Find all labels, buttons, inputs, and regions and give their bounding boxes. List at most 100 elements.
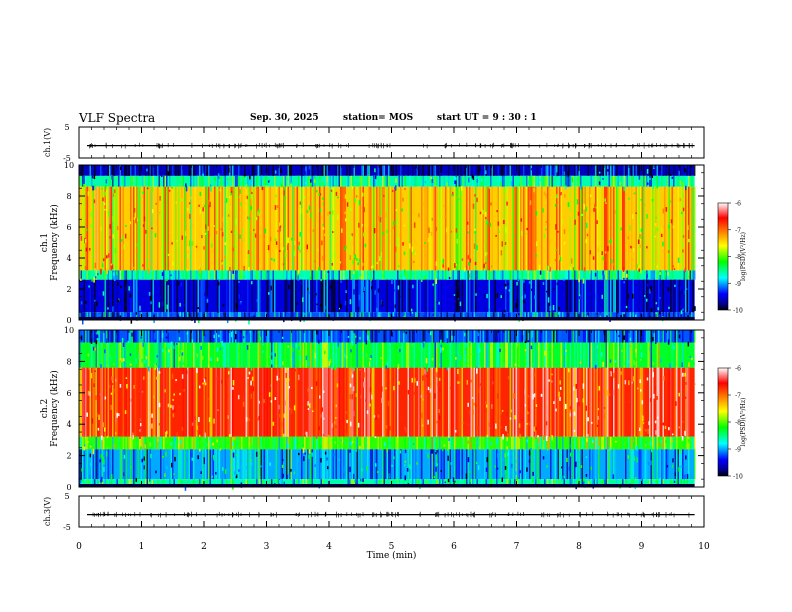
ch2-spec-speckle: [230, 331, 233, 338]
ch1-spec-speckle: [486, 220, 489, 224]
ch2-spec-streak: [205, 449, 207, 480]
ch1-spec-speckle: [246, 216, 249, 220]
ch2-spec-speckle: [659, 478, 661, 484]
ch2-spec-streak: [487, 330, 489, 343]
ch1-spec-streak: [623, 270, 625, 280]
ch1-spec-streak: [572, 270, 574, 280]
ch2-spec-streak: [293, 342, 295, 368]
ch1-spec-streak: [341, 175, 343, 187]
ch1-spec-streak: [218, 186, 220, 271]
ch2-spec-streak: [209, 367, 211, 437]
ch2-spec-streak: [326, 367, 328, 437]
ch2-spec-streak: [509, 479, 511, 487]
ch1-spec-streak: [499, 186, 501, 271]
ch1-spec-streak: [668, 165, 670, 176]
ch2-spec-streak: [628, 436, 630, 450]
ch2-spec-streak: [248, 436, 250, 450]
ch1-spec-streak: [658, 175, 660, 187]
ch1-spec-streak: [509, 270, 511, 280]
ch2-spec-streak: [196, 367, 198, 437]
ch1-spec-speckle: [500, 295, 502, 298]
ch2-spec-streak: [523, 367, 525, 437]
ch2-spec-streak: [323, 330, 325, 343]
ch2-spec-ytick-label: 10: [64, 326, 74, 335]
ch1-spec-streak: [617, 279, 619, 313]
ch1-spec-speckle: [112, 234, 115, 239]
ch2-spec-streak: [403, 479, 405, 487]
ch1-spec-speckle: [414, 252, 417, 256]
ch1-spec-streak: [646, 175, 648, 187]
ch1-spec-streak: [653, 312, 655, 320]
ch1-spec-streak: [610, 270, 612, 280]
ch2-spec-speckle: [650, 447, 653, 453]
ch1-spec-streak: [356, 186, 358, 271]
ch2-spec-streak: [536, 479, 538, 487]
ch1-spec-speckle: [685, 185, 687, 191]
ch1-spec-speckle: [457, 197, 460, 200]
ch2-spec-speckle: [196, 368, 198, 374]
ch2-spec-streak: [473, 367, 475, 437]
ch2-spec-streak: [134, 342, 136, 368]
ch2-spec-speckle: [391, 464, 393, 467]
ch2-spec-streak: [557, 367, 559, 437]
ch2-spec-speckle: [218, 334, 220, 338]
ch2-spec-streak: [425, 436, 427, 450]
ch2-spec-streak: [506, 449, 508, 480]
ch1-spec-speckle: [476, 178, 479, 183]
ch2-spec-streak: [349, 479, 351, 487]
ch1-spec-speckle: [246, 195, 249, 200]
ch2-spec-streak: [226, 479, 228, 487]
ch2-spec-streak: [209, 436, 211, 450]
ch2-spec-speckle: [141, 458, 143, 463]
ch1-spec-speckle: [282, 247, 284, 251]
ch2-spec-speckle: [232, 380, 235, 386]
ch2-spec-speckle: [386, 447, 388, 453]
ch1-spec-streak: [362, 186, 364, 271]
ch1-spec-speckle: [94, 299, 96, 302]
ch2-spec-streak: [410, 449, 412, 480]
ch1-spec-streak: [563, 165, 565, 176]
ch1-spec-speckle: [571, 267, 574, 272]
ch1-spec-speckle: [239, 189, 241, 194]
ch1-spec-streak: [266, 270, 268, 280]
ch1-spec-speckle: [102, 197, 104, 202]
ch2-spec-streak: [512, 449, 514, 480]
ch1-spec-speckle: [392, 226, 394, 229]
ch1-spec-streak: [289, 270, 291, 280]
ch1-spec-speckle: [612, 262, 614, 266]
ch2-spec-speckle: [143, 360, 146, 364]
ch2-spec-speckle: [221, 380, 223, 384]
ch1-spec-streak: [472, 165, 474, 176]
ch2-spec-speckle: [495, 423, 497, 429]
ch1-spec-speckle: [247, 250, 250, 254]
ch2-spec-streak: [545, 330, 547, 343]
ch1-spec-speckle: [299, 249, 301, 253]
ch2-spec-streak: [598, 330, 600, 343]
ch1-spec-streak: [191, 165, 193, 176]
ch2-spec-streak: [448, 479, 450, 487]
ch1-spec-streak: [307, 175, 309, 187]
ch2-spec-speckle: [514, 363, 517, 366]
ch2-spec-speckle: [86, 412, 88, 417]
ch1-spec-streak: [487, 270, 489, 280]
ch2-spec-streak: [266, 342, 268, 368]
ch1-spec-streak: [484, 165, 486, 176]
ch2-spec-speckle: [278, 378, 281, 381]
ch2-spec-streak: [611, 342, 613, 368]
ch2-spec-streak: [529, 342, 531, 368]
ch1-spec-speckle: [402, 197, 404, 202]
ch2-spec-streak: [278, 436, 280, 450]
ch1-spec-streak: [314, 186, 316, 271]
ch2-spec-streak: [199, 342, 201, 368]
ch2-spec-speckle: [369, 387, 372, 392]
ch1-spec-streak: [233, 279, 235, 313]
ch2-spec-streak: [341, 436, 343, 450]
ch1-spec-streak: [557, 279, 559, 313]
ch1-spec-streak: [476, 165, 478, 176]
ch1-spec-speckle: [180, 282, 183, 287]
ch1-spec-streak: [497, 312, 499, 320]
ch1-spec-speckle: [485, 252, 488, 256]
ch1-spec-streak: [268, 312, 270, 320]
ch1-spec-speckle: [505, 286, 507, 290]
ch1-spec-speckle: [210, 243, 213, 248]
